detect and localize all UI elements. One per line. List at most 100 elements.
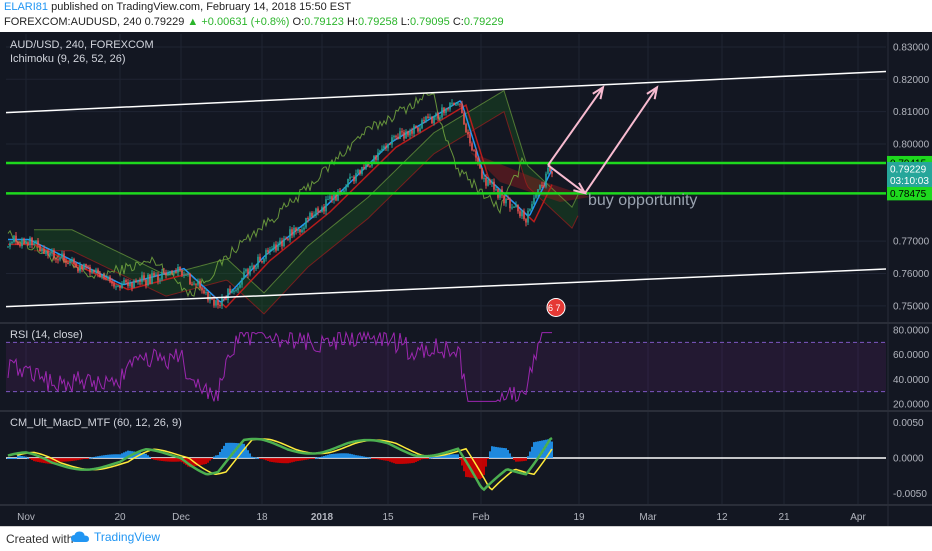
candle-body <box>87 266 89 268</box>
macd-histogram-bar <box>143 453 145 458</box>
candle-body <box>517 204 519 212</box>
candle-body <box>191 284 193 286</box>
level-price-tag <box>887 186 932 201</box>
close-label: C: <box>452 16 464 28</box>
macd-histogram-bar <box>463 458 465 472</box>
candle-body <box>79 265 81 272</box>
macd-histogram-bar <box>327 454 329 458</box>
macd-histogram-bar <box>521 458 523 462</box>
candle-body <box>7 246 9 248</box>
candle-body <box>481 167 483 179</box>
candle-body <box>383 146 385 149</box>
macd-histogram-bar <box>419 458 421 461</box>
macd-histogram-bar <box>539 440 541 458</box>
macd-histogram-bar <box>73 458 75 461</box>
macd-histogram-bar <box>79 458 81 460</box>
macd-histogram-bar <box>113 454 115 458</box>
candle-body <box>445 108 447 113</box>
macd-histogram-bar <box>423 458 425 459</box>
candle-body <box>141 275 143 282</box>
macd-histogram-bar <box>189 458 191 468</box>
macd-histogram-bar <box>105 454 107 458</box>
macd-histogram-bar <box>75 458 77 461</box>
macd-histogram-bar <box>229 442 231 458</box>
candle-body <box>97 269 99 274</box>
candle-body <box>93 269 95 273</box>
candle-body <box>491 181 493 184</box>
macd-histogram-bar <box>479 458 481 480</box>
chart-canvas[interactable]: 0.83000 0.82000 0.81000 0.80000 0.77000 0.760… <box>0 32 932 526</box>
candle-body <box>353 176 355 182</box>
candle-body <box>235 289 237 291</box>
macd-histogram-bar <box>231 442 233 458</box>
macd-histogram-bar <box>251 456 253 458</box>
candle-body <box>435 113 437 117</box>
candle-body <box>401 131 403 133</box>
macd-histogram-bar <box>537 441 539 458</box>
candle-body <box>33 243 35 245</box>
macd-histogram-bar <box>291 458 293 463</box>
macd-histogram-bar <box>435 456 437 458</box>
candle-body <box>127 282 129 287</box>
candle-body <box>29 237 31 245</box>
macd-histogram-bar <box>481 458 483 478</box>
published-text: published on TradingView.com, February 1… <box>51 1 352 13</box>
candle-body <box>215 300 217 306</box>
candle-body <box>179 266 181 271</box>
candle-body <box>165 272 167 275</box>
macd-histogram-bar <box>117 454 119 458</box>
candle-body <box>13 235 15 243</box>
macd-histogram-bar <box>303 458 305 461</box>
candle-body <box>209 297 211 301</box>
macd-histogram-bar <box>421 458 423 460</box>
candle-body <box>455 104 457 106</box>
macd-histogram-bar <box>277 458 279 463</box>
macd-histogram-bar <box>67 458 69 462</box>
author-link[interactable]: ELARI81 <box>4 1 49 13</box>
macd-histogram-bar <box>295 458 297 462</box>
macd-histogram-bar <box>13 458 15 459</box>
candle-body <box>515 204 517 207</box>
macd-histogram-bar <box>287 458 289 464</box>
candle-body <box>259 256 261 261</box>
candle-body <box>443 107 445 113</box>
candle-body <box>31 237 33 245</box>
macd-histogram-bar <box>425 458 427 459</box>
rsi-tick-label: 60.0000 <box>893 350 930 361</box>
price-tick-label: 0.82000 <box>893 75 930 86</box>
candle-body <box>485 177 487 186</box>
macd-pane-title: CM_Ult_MacD_MTF (60, 12, 26, 9) <box>10 417 182 429</box>
senkou-span-a <box>34 89 579 294</box>
time-axis-label: Mar <box>639 512 657 523</box>
time-axis-label: 20 <box>114 512 126 523</box>
candle-body <box>411 130 413 134</box>
candle-body <box>407 131 409 136</box>
macd-histogram-bar <box>129 450 131 458</box>
macd-histogram-bar <box>221 448 223 458</box>
macd-histogram-bar <box>515 458 517 462</box>
candle-body <box>67 262 69 264</box>
macd-histogram-bar <box>63 458 65 462</box>
macd-histogram-bar <box>195 458 197 467</box>
candle-body <box>95 269 97 273</box>
macd-histogram-bar <box>213 456 215 458</box>
macd-histogram-bar <box>121 453 123 458</box>
macd-histogram-bar <box>397 458 399 464</box>
macd-histogram-bar <box>437 456 439 458</box>
candle-body <box>355 173 357 182</box>
tradingview-logo[interactable]: TradingView <box>70 530 160 544</box>
candle-body <box>343 190 345 192</box>
candle-body <box>161 271 163 280</box>
macd-histogram-bar <box>77 458 79 461</box>
current-price-tag <box>887 161 932 187</box>
candle-body <box>327 199 329 201</box>
open-label: O: <box>292 16 305 28</box>
candle-body <box>541 185 543 187</box>
candle-body <box>303 227 305 230</box>
candle-body <box>189 273 191 285</box>
macd-histogram-bar <box>313 458 315 459</box>
candle-body <box>421 120 423 129</box>
candle-body <box>479 162 481 168</box>
candle-body <box>375 155 377 160</box>
candle-body <box>121 283 123 288</box>
